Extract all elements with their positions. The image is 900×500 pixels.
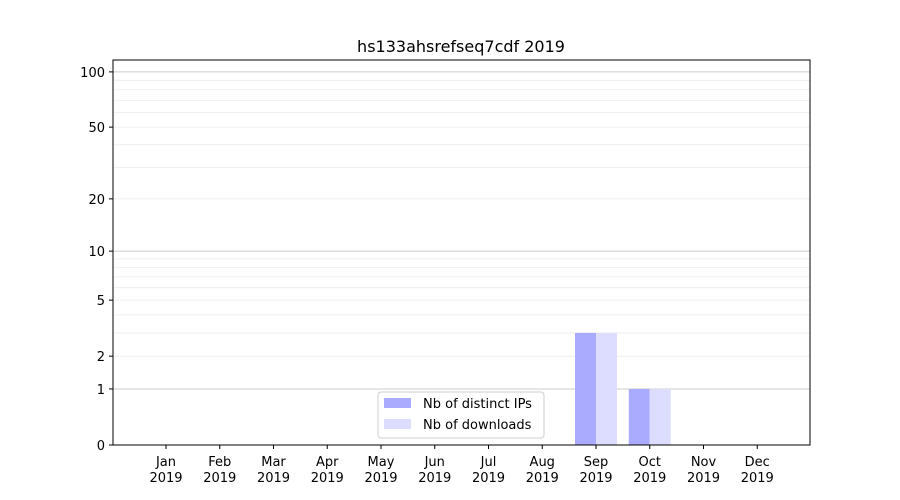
x-axis: Jan 2019 Feb 2019 Mar 2019 Apr 2019 May 2019 Jun 20… — [149, 445, 774, 486]
legend-label: Nb of downloads — [423, 418, 532, 433]
y-tick-label: 2 — [97, 350, 105, 365]
x-tick-label: May 2019 — [364, 455, 397, 486]
plot-frame — [112, 59, 811, 446]
y-tick-label: 5 — [97, 294, 105, 309]
x-tick-label: Jun 2019 — [418, 455, 451, 486]
y-tick-label: 10 — [88, 245, 105, 260]
y-tick-label: 100 — [80, 66, 105, 81]
bar-nb-of-distinct-ips — [628, 388, 650, 445]
y-tick-label: 20 — [88, 193, 105, 208]
x-tick-label: Sep 2019 — [579, 455, 612, 486]
legend-box — [377, 391, 545, 439]
y-tick-label: 50 — [88, 121, 105, 136]
x-tick-label: Mar 2019 — [257, 455, 290, 486]
x-tick-label: Jan 2019 — [149, 455, 182, 486]
legend-swatch — [384, 419, 411, 429]
grid — [113, 71, 810, 390]
x-tick-label: Jul 2019 — [472, 455, 505, 486]
chart-title: hs133ahsrefseq7cdf 2019 — [357, 37, 565, 56]
x-tick-label: Apr 2019 — [311, 455, 344, 486]
y-axis: 0 1 2 5 10 20 50 100 — [80, 66, 113, 454]
x-tick-label: Aug 2019 — [526, 455, 559, 486]
y-tick-label: 1 — [97, 383, 105, 398]
legend-label: Nb of distinct IPs — [423, 397, 532, 412]
legend-swatch — [384, 398, 411, 408]
x-tick-label: Feb 2019 — [203, 455, 236, 486]
bar-nb-of-downloads — [596, 332, 617, 445]
x-tick-label: Oct 2019 — [633, 455, 666, 486]
bar-nb-of-downloads — [649, 388, 671, 445]
legend: Nb of distinct IPs Nb of downloads — [377, 391, 545, 439]
bars — [575, 332, 671, 445]
bar-nb-of-distinct-ips — [575, 332, 596, 445]
x-tick-label: Dec 2019 — [741, 455, 774, 486]
x-tick-label: Nov 2019 — [687, 455, 720, 486]
y-tick-label: 0 — [97, 439, 105, 454]
